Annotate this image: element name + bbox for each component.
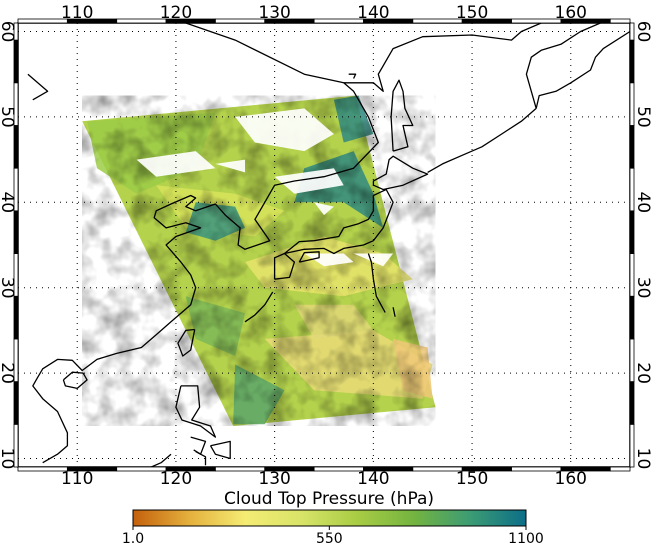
lat-label-left: 50	[0, 106, 17, 128]
coastline-segment	[32, 23, 379, 464]
frame-bar-top	[412, 18, 463, 24]
coastline-segment	[390, 79, 414, 152]
no-data-patch	[353, 253, 394, 267]
coastline-segment	[427, 107, 537, 173]
swath-texture	[82, 95, 436, 426]
lat-label-right: 10	[633, 448, 653, 470]
coastline-segment	[195, 451, 207, 466]
coastline-segment	[273, 252, 296, 280]
lat-label-left: 10	[0, 448, 17, 470]
colorbar-tick-label: 550	[316, 531, 343, 547]
frame-bar-top	[511, 18, 562, 24]
lon-label-bottom: 150	[456, 469, 488, 489]
lon-label-top: 110	[61, 3, 93, 23]
colorbar-bar	[132, 509, 527, 527]
frame-bar-left	[13, 381, 19, 425]
lat-label-right: 50	[633, 106, 653, 128]
coastline-segment	[298, 251, 320, 263]
lon-label-bottom: 140	[357, 469, 389, 489]
frame-bar-top	[215, 18, 266, 24]
frame-bar-right	[629, 210, 635, 254]
coastline-segment	[177, 328, 196, 357]
lat-label-left: 30	[0, 277, 17, 299]
coastline-segment	[372, 155, 429, 191]
frame-bar-bottom	[609, 466, 631, 472]
frame-bar-bottom	[412, 466, 463, 472]
coastline-segment	[62, 371, 88, 390]
coastline-segment	[525, 23, 601, 109]
coastline-segment	[348, 73, 357, 79]
frame-bar-right	[629, 295, 635, 340]
cloud-top-pressure-swath	[82, 95, 436, 426]
colorbar: Cloud Top Pressure (hPa) 1.0 550 1100	[122, 489, 544, 547]
frame-bar-bottom	[313, 466, 364, 472]
colorbar-tick-label: 1100	[508, 531, 544, 547]
lon-label-top: 160	[555, 3, 587, 23]
no-data-patch	[274, 168, 344, 194]
lat-lon-grid	[18, 23, 630, 467]
frame-bar-top	[313, 18, 364, 24]
frame-bar-left	[13, 39, 19, 84]
coastline-segment	[284, 188, 394, 255]
lon-label-bottom: 120	[160, 469, 192, 489]
no-data-patch	[235, 108, 334, 152]
coastline-segment	[151, 453, 172, 467]
frame-bar-right	[629, 39, 635, 84]
frame-bar-left	[13, 295, 19, 340]
frame-bar-left	[13, 125, 19, 169]
lat-label-left: 60	[0, 21, 17, 43]
frame-bar-bottom	[17, 466, 68, 472]
no-data-patch	[136, 151, 216, 177]
coastline-segment	[343, 23, 542, 92]
lon-label-bottom: 110	[61, 469, 93, 489]
coastline-segment	[535, 30, 630, 109]
no-data-patch	[215, 159, 245, 173]
coastline-segment	[27, 73, 49, 101]
map-frame	[13, 18, 635, 472]
frame-bar-top	[17, 18, 68, 24]
frame-bar-bottom	[215, 466, 266, 472]
colorbar-tick-label: 1.0	[122, 531, 144, 547]
no-data-patches	[136, 108, 394, 267]
coastline-segment	[209, 440, 231, 460]
frame-bar-top	[116, 18, 167, 24]
coastline-segment	[392, 307, 396, 317]
lat-label-right: 30	[633, 277, 653, 299]
lon-label-top: 120	[160, 3, 192, 23]
lon-label-bottom: 130	[258, 469, 290, 489]
lat-label-right: 60	[633, 21, 653, 43]
colorbar-ticks: 1.0 550 1100	[122, 526, 544, 547]
lon-label-bottom: 160	[555, 469, 587, 489]
frame-bar-bottom	[116, 466, 167, 472]
frame-bar-right	[629, 381, 635, 425]
coastline-segment	[175, 385, 217, 438]
coastline-segment	[244, 291, 274, 323]
frame-bar-bottom	[511, 466, 562, 472]
frame-bar-left	[13, 210, 19, 254]
lat-label-left: 40	[0, 191, 17, 213]
colorbar-title: Cloud Top Pressure (hPa)	[224, 489, 434, 509]
coastline-segment	[367, 253, 386, 313]
frame-bar-left	[13, 22, 19, 41]
frame-bar-right	[629, 22, 635, 41]
lat-label-right: 40	[633, 191, 653, 213]
lat-label-left: 20	[0, 362, 17, 384]
axis-tick-labels: 110 110 120 120 130 130 140 140 150 150 160 160 10 10…	[0, 3, 653, 489]
coastlines	[27, 23, 630, 467]
no-data-patch	[314, 202, 334, 216]
no-data-patch	[304, 253, 354, 267]
frame-bar-top	[609, 18, 631, 24]
lat-label-right: 20	[633, 362, 653, 384]
frame-bar-right	[629, 125, 635, 169]
lon-label-top: 130	[258, 3, 290, 23]
lon-label-top: 150	[456, 3, 488, 23]
lon-label-top: 140	[357, 3, 389, 23]
